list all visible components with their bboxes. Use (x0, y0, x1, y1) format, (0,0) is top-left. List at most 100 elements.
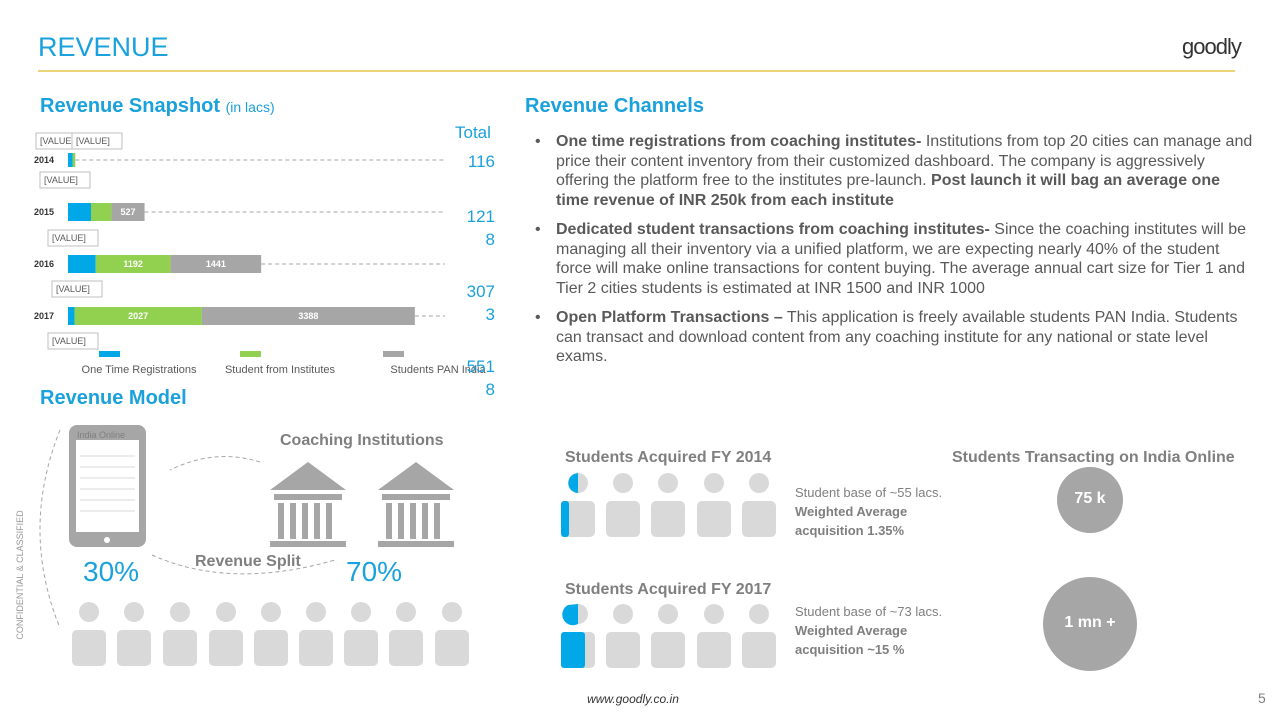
callout-box (47, 332, 99, 350)
bar-label: 1441 (206, 259, 226, 269)
person-fill (561, 501, 569, 537)
total: 1218 (466, 207, 495, 249)
text-run: Open Platform Transactions – (556, 309, 783, 326)
bar-segment (95, 255, 171, 273)
bar-segment (68, 307, 75, 325)
person-head (351, 602, 371, 622)
legend-label: One Time Registrations (82, 364, 197, 376)
section-title: Revenue Channels (525, 95, 704, 117)
bar-segment (111, 203, 145, 221)
person-body (651, 632, 685, 668)
bar-segment (170, 255, 262, 273)
acquired-desc: Student base of ~73 lacs. Weighted Avera… (795, 602, 950, 659)
text-run: Weighted Average acquisition 1.35% (795, 504, 908, 538)
bar-segment (68, 153, 73, 167)
split-label: Revenue Split (195, 553, 301, 570)
share: 70% (346, 556, 403, 587)
person-fill (568, 473, 578, 493)
bar-label: 3388 (298, 311, 318, 321)
text-run: Weighted Average acquisition ~15 % (795, 623, 908, 657)
confidential: CONFIDENTIAL & CLASSIFIED (15, 510, 25, 640)
person-head (396, 602, 416, 622)
person-head (749, 473, 769, 493)
callout: [VALUE] (44, 175, 78, 185)
total: 116 (467, 152, 495, 171)
logo: goodly (1182, 34, 1242, 59)
person-head (658, 604, 678, 624)
channel-item: One time registrations from coaching ins… (535, 132, 1256, 210)
person-body (606, 501, 640, 537)
person-head (306, 602, 326, 622)
institutions-label: Coaching Institutions (280, 432, 444, 449)
callout: [VALUE] (40, 136, 74, 146)
bar-label: 527 (120, 207, 135, 217)
text-run: Institutions from top 20 cities can mana… (556, 133, 1253, 189)
total: 3073 (466, 282, 495, 324)
text-run: Dedicated student transactions from coac… (556, 221, 990, 238)
callout-box (39, 171, 91, 189)
person-body (299, 630, 333, 666)
bar-label: 1192 (123, 259, 143, 269)
callout: [VALUE] (56, 284, 90, 294)
person-body (742, 501, 776, 537)
person-head (704, 604, 724, 624)
unit: (in lacs) (225, 99, 275, 115)
totals-label: Total (455, 123, 491, 142)
person-head (79, 602, 99, 622)
phone-icon (69, 425, 146, 547)
person-body (651, 501, 685, 537)
callout-box (71, 132, 123, 150)
text-run: Student base of ~73 lacs. (795, 604, 943, 619)
acquired-title: Students Acquired FY 2014 (565, 449, 772, 466)
person-body (344, 630, 378, 666)
people-row (72, 473, 776, 668)
person-body (742, 632, 776, 668)
text-run: Post launch it will bag an average one t… (556, 172, 1220, 209)
text-run: This application is freely available stu… (556, 309, 1238, 365)
person-body (697, 501, 731, 537)
person-head (613, 604, 633, 624)
callout: [VALUE] (52, 336, 86, 346)
person-head (124, 602, 144, 622)
year-label: 2014 (34, 155, 54, 165)
bar-label: 2027 (128, 311, 148, 321)
year-label: 2017 (34, 311, 54, 321)
year-label: 2016 (34, 259, 54, 269)
person-head (170, 602, 190, 622)
text-run: Student base of ~55 lacs. (795, 485, 943, 500)
legend-swatch (383, 351, 404, 357)
person-fill (562, 604, 578, 626)
person-head (216, 602, 236, 622)
person-body (209, 630, 243, 666)
share: 30% (83, 556, 140, 587)
text-run: Since the coaching institutes will be ma… (556, 221, 1246, 297)
callout-box (51, 280, 103, 298)
total: 5518 (466, 357, 495, 399)
person-head (704, 473, 724, 493)
legend-label: Student from Institutes (225, 364, 336, 376)
legend-swatch (99, 351, 120, 357)
transacting-title: Students Transacting on India Online (952, 449, 1235, 466)
bar-segment (201, 307, 415, 325)
bar-segment (68, 255, 96, 273)
legend-label: Students PAN India (390, 364, 486, 376)
snapshot-chart: 2014 2015 527 2016 1192 1441 2017 2027 3388 [VALU… (34, 132, 486, 376)
person-head (658, 473, 678, 493)
year-label: 2015 (34, 207, 54, 217)
text: Revenue Snapshot (40, 95, 221, 117)
person-fill (561, 632, 585, 668)
bar-segment (72, 153, 76, 167)
section-title: Revenue Model (40, 387, 187, 409)
callout: [VALUE] (76, 136, 110, 146)
callout-box (47, 229, 99, 247)
device-label: India Online (77, 430, 126, 440)
legend-swatch (240, 351, 261, 357)
page-number: 5 (1258, 690, 1266, 706)
bar-segment (91, 203, 112, 221)
section-title: Revenue Snapshot (in lacs) (40, 95, 275, 118)
bubble (1057, 467, 1123, 533)
person-body (163, 630, 197, 666)
text-run: One time registrations from coaching ins… (556, 133, 922, 150)
